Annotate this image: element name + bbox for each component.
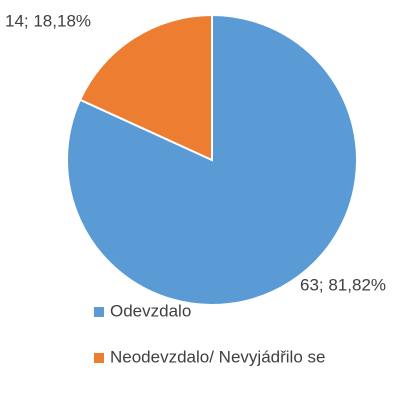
legend-swatch bbox=[94, 307, 104, 317]
data-label: 14; 18,18% bbox=[5, 11, 91, 30]
legend-swatch bbox=[94, 353, 104, 363]
data-label: 63; 81,82% bbox=[300, 275, 386, 294]
legend-label: Neodevzdalo/ Nevyjádřilo se bbox=[110, 347, 325, 366]
legend-label: Odevzdalo bbox=[110, 301, 191, 320]
pie-slice bbox=[78, 13, 213, 162]
